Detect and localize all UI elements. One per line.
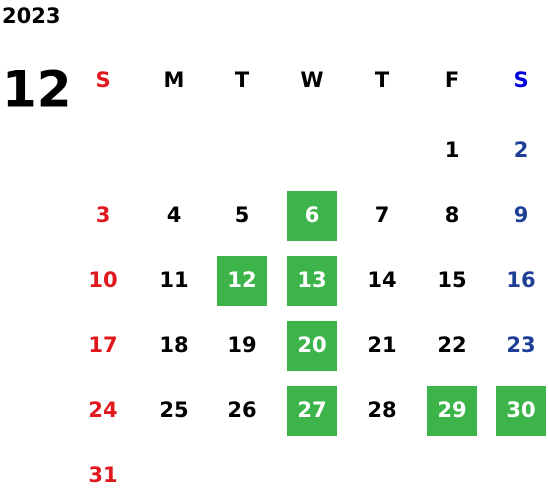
weekday-header: T xyxy=(375,68,390,92)
day: 26 xyxy=(227,398,256,422)
day: 9 xyxy=(514,203,529,227)
day: 6 xyxy=(305,203,320,227)
day: 11 xyxy=(159,268,188,292)
day: 31 xyxy=(88,463,117,487)
year: 2023 xyxy=(2,4,60,28)
day: 24 xyxy=(88,398,117,422)
day: 16 xyxy=(506,268,535,292)
weekday-header: M xyxy=(164,68,185,92)
highlight-box xyxy=(287,256,337,306)
day: 7 xyxy=(375,203,390,227)
day: 14 xyxy=(367,268,396,292)
weekday-header: S xyxy=(95,68,110,92)
day: 13 xyxy=(297,268,326,292)
weekday-header: F xyxy=(445,68,459,92)
day: 25 xyxy=(159,398,188,422)
day: 23 xyxy=(506,333,535,357)
day: 22 xyxy=(437,333,466,357)
day: 17 xyxy=(88,333,117,357)
highlight-box xyxy=(217,256,267,306)
weekday-header: S xyxy=(513,68,528,92)
day: 19 xyxy=(227,333,256,357)
day: 30 xyxy=(506,398,535,422)
day: 21 xyxy=(367,333,396,357)
day: 2 xyxy=(514,138,529,162)
day: 5 xyxy=(235,203,250,227)
highlight-box xyxy=(496,386,546,436)
month: 12 xyxy=(2,61,72,119)
day: 28 xyxy=(367,398,396,422)
highlight-box xyxy=(287,191,337,241)
day: 15 xyxy=(437,268,466,292)
day: 3 xyxy=(96,203,111,227)
day: 29 xyxy=(437,398,466,422)
day: 8 xyxy=(445,203,460,227)
highlight-box xyxy=(287,386,337,436)
weekday-header: W xyxy=(300,68,323,92)
day: 18 xyxy=(159,333,188,357)
weekday-header: T xyxy=(235,68,250,92)
highlight-box xyxy=(287,321,337,371)
day: 10 xyxy=(88,268,117,292)
day: 27 xyxy=(297,398,326,422)
day: 12 xyxy=(227,268,256,292)
day: 4 xyxy=(167,203,182,227)
day: 20 xyxy=(297,333,326,357)
highlight-box xyxy=(427,386,477,436)
day: 1 xyxy=(445,138,460,162)
